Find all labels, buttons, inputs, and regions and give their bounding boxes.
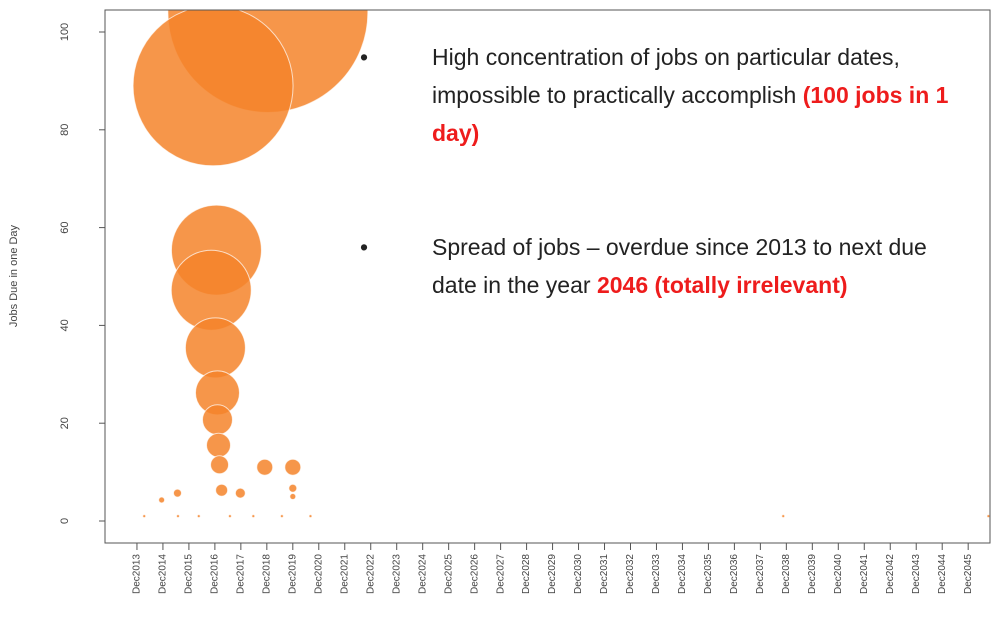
y-tick-label: 60 (59, 221, 71, 233)
bullet: • Spread of jobs – overdue since 2013 to … (360, 228, 960, 304)
x-tick-label: Dec2044 (937, 554, 948, 594)
bubble (234, 487, 246, 499)
x-tick-label: Dec2038 (781, 554, 792, 594)
x-tick-label: Dec2043 (911, 554, 922, 594)
bubble (251, 514, 256, 519)
bullet-symbol: • (360, 44, 369, 70)
bullet: • High concentration of jobs on particula… (360, 38, 960, 152)
bubble (132, 10, 294, 167)
x-tick-label: Dec2015 (184, 554, 195, 594)
bullet-text: Spread of jobs – overdue since 2013 to n… (432, 228, 952, 304)
y-tick-label: 20 (59, 417, 71, 429)
bubble (781, 514, 786, 519)
x-tick-label: Dec2042 (885, 554, 896, 594)
x-tick-label: Dec2025 (443, 554, 454, 594)
bubble (289, 493, 297, 501)
x-tick-label: Dec2014 (158, 554, 169, 594)
bubble (196, 514, 201, 519)
x-tick-label: Dec2028 (521, 554, 532, 594)
emphasis-text: (100 jobs in 1 day) (432, 82, 949, 146)
x-tick-label: Dec2013 (132, 554, 143, 594)
plot-frame (104, 9, 991, 544)
y-tick-label: 0 (59, 518, 71, 524)
bubble (227, 514, 232, 519)
bubble (172, 488, 182, 498)
x-tick-label: Dec2045 (963, 554, 974, 594)
x-tick-label: Dec2041 (859, 554, 870, 594)
bubble (215, 483, 229, 497)
bubble (986, 514, 990, 519)
x-tick-label: Dec2039 (807, 554, 818, 594)
bubble (279, 514, 284, 519)
x-tick-label: Dec2032 (625, 554, 636, 594)
x-tick-label: Dec2035 (703, 554, 714, 594)
bubble (142, 514, 147, 519)
x-tick-label: Dec2026 (469, 554, 480, 594)
x-tick-label: Dec2029 (547, 554, 558, 594)
bubble (175, 514, 180, 519)
x-tick-label: Dec2037 (755, 554, 766, 594)
bubble (184, 317, 246, 379)
bubble (288, 483, 298, 493)
bubble (201, 404, 233, 436)
text: Spread of jobs – overdue since 2013 to n… (432, 234, 927, 298)
y-tick-label: 100 (59, 23, 71, 41)
bullet-symbol: • (360, 234, 369, 260)
x-tick-label: Dec2030 (573, 554, 584, 594)
emphasis-text: (totally irrelevant) (648, 272, 848, 298)
x-tick-label: Dec2036 (729, 554, 740, 594)
x-tick-label: Dec2023 (391, 554, 402, 594)
emphasis-text: 2046 (596, 272, 649, 298)
x-tick-label: Dec2022 (365, 554, 376, 594)
bubble (206, 432, 232, 458)
x-tick-label: Dec2021 (339, 554, 350, 594)
y-tick-label: 40 (59, 319, 71, 331)
x-tick-label: Dec2040 (833, 554, 844, 594)
bullet-text: High concentration of jobs on particular… (432, 38, 952, 152)
y-tick-label: 80 (59, 124, 71, 136)
bubble (256, 458, 274, 476)
bubble (210, 455, 230, 475)
x-tick-label: Dec2018 (261, 554, 272, 594)
bubble (284, 458, 302, 476)
x-tick-label: Dec2019 (287, 554, 298, 594)
x-tick-label: Dec2020 (313, 554, 324, 594)
y-axis-label: Jobs Due in one Day (8, 224, 20, 327)
text: High concentration of jobs on particular… (432, 44, 900, 108)
bubble (158, 496, 166, 504)
x-tick-label: Dec2031 (599, 554, 610, 594)
x-tick-label: Dec2033 (651, 554, 662, 594)
x-tick-label: Dec2016 (210, 554, 221, 594)
x-tick-label: Dec2027 (495, 554, 506, 594)
x-tick-label: Dec2034 (677, 554, 688, 594)
plot-area (132, 10, 990, 519)
x-tick-label: Dec2017 (235, 554, 246, 594)
bubble (308, 514, 313, 519)
x-tick-label: Dec2024 (417, 554, 428, 594)
